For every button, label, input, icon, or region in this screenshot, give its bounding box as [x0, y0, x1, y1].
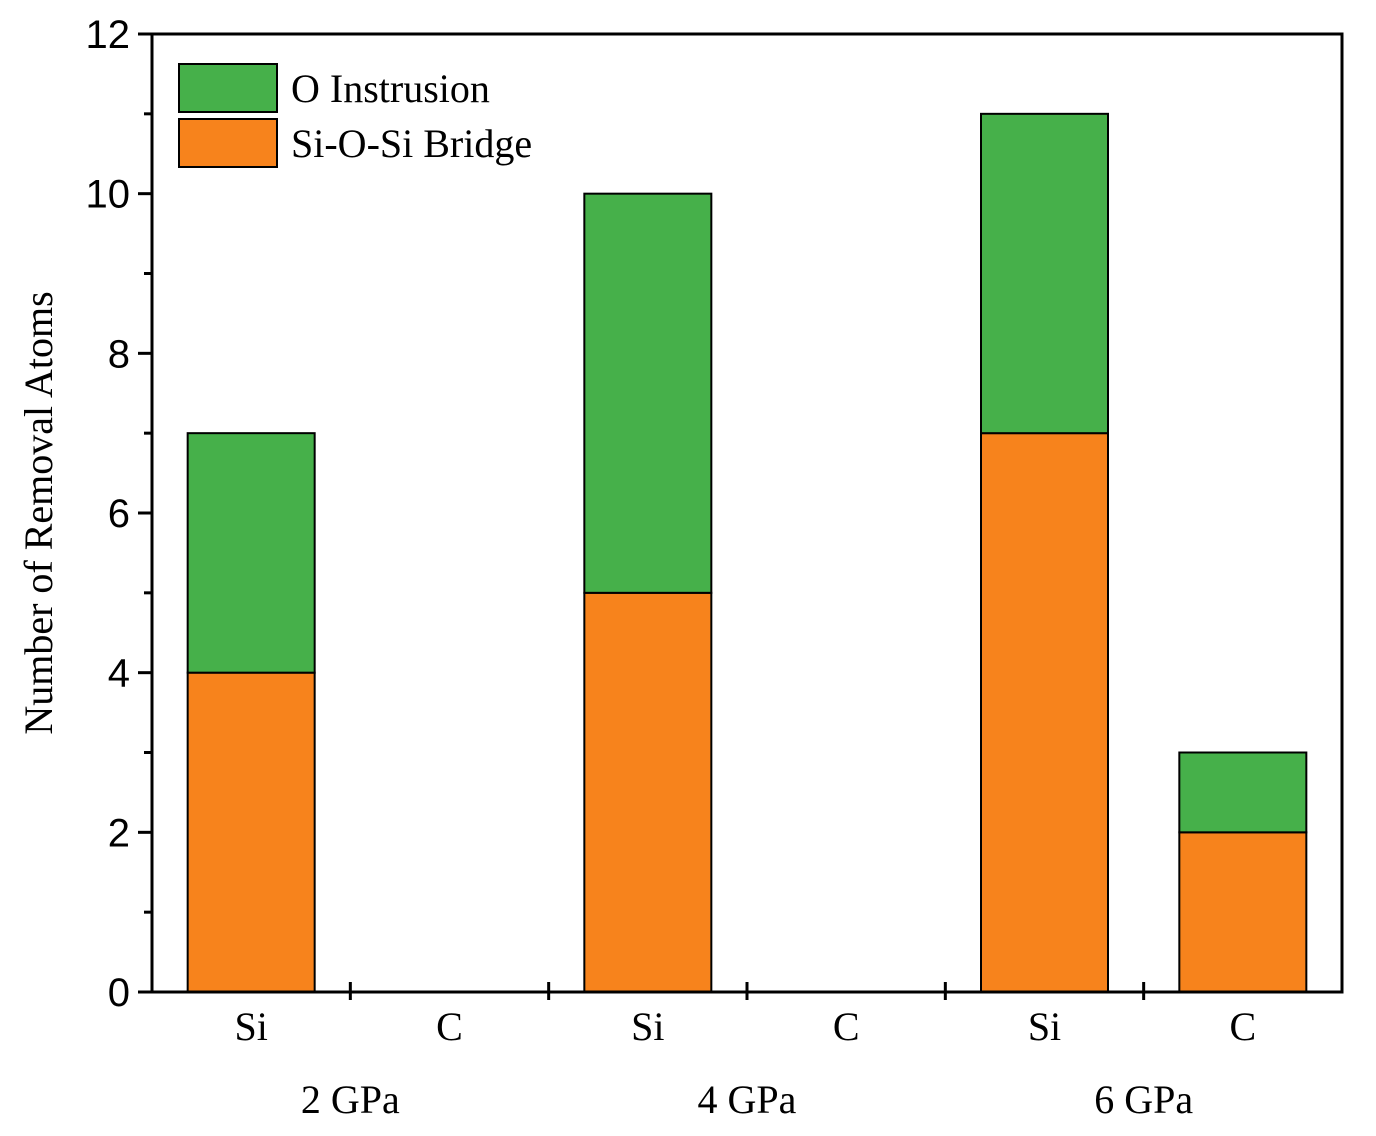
y-tick-label: 6	[108, 492, 130, 536]
x-category-label: Si	[1028, 1004, 1061, 1049]
y-tick-label: 10	[86, 173, 131, 217]
bars-layer	[186, 112, 1308, 994]
x-group-label: 4 GPa	[698, 1077, 797, 1122]
bar-bridge-4	[980, 432, 1109, 993]
bar-intrusion-0	[186, 432, 316, 674]
plot-frame	[150, 32, 1344, 994]
bar-bridge-0	[186, 671, 316, 994]
x-category-label: C	[833, 1004, 860, 1049]
x-category-label: Si	[631, 1004, 664, 1049]
legend-label: O Instrusion	[291, 66, 490, 111]
x-axis: Si C Si C Si C 2 GPa 4 GPa 6 GPa	[234, 982, 1256, 1122]
bar-bridge-2	[583, 591, 713, 993]
legend-swatch	[178, 63, 278, 113]
x-category-label: C	[1229, 1004, 1256, 1049]
y-tick-label: 0	[108, 971, 130, 1015]
y-axis: 0 2 4 6 8 10 12	[86, 13, 152, 1015]
bar-intrusion-2	[583, 192, 713, 594]
y-tick-label: 2	[108, 811, 130, 855]
y-axis-title: Number of Removal Atoms	[16, 291, 61, 734]
y-tick-label: 12	[86, 13, 131, 57]
bar-intrusion-4	[980, 112, 1109, 435]
legend-label: Si-O-Si Bridge	[291, 121, 532, 166]
x-category-label: Si	[234, 1004, 267, 1049]
bar-intrusion-5	[1178, 751, 1308, 834]
bar-bridge-5	[1178, 831, 1308, 993]
x-category-label: C	[436, 1004, 463, 1049]
legend-swatch	[178, 118, 278, 168]
x-group-label: 2 GPa	[301, 1077, 400, 1122]
x-group-label: 6 GPa	[1094, 1077, 1193, 1122]
legend: O Instrusion Si-O-Si Bridge	[178, 63, 532, 168]
y-tick-label: 8	[108, 332, 130, 376]
y-tick-label: 4	[108, 652, 130, 696]
